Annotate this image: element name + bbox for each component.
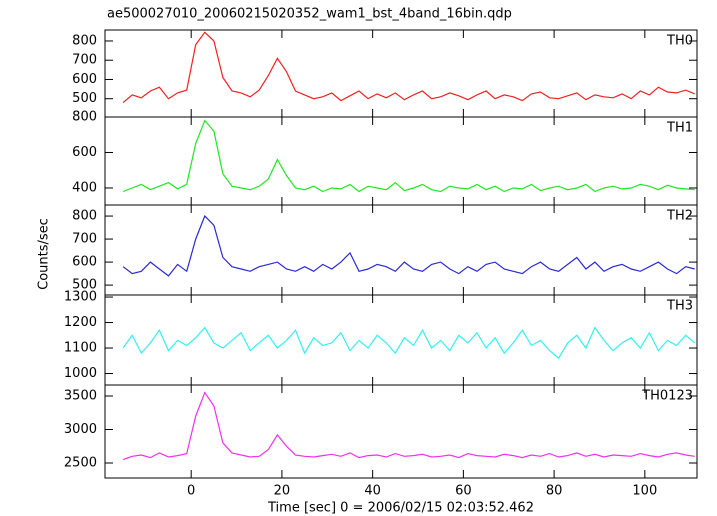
- y-tick-label: 1000: [64, 366, 97, 381]
- y-tick-label: 500: [72, 91, 97, 106]
- panel-label: TH1: [666, 121, 693, 136]
- x-tick-label: 20: [274, 484, 291, 499]
- x-tick-label: 80: [546, 484, 563, 499]
- panel-label: TH0: [666, 34, 693, 49]
- light-curve: [122, 391, 695, 461]
- y-tick-label: 3500: [64, 388, 97, 403]
- y-axis-label: Counts/sec: [37, 218, 52, 290]
- y-tick-label: 800: [72, 209, 97, 224]
- y-tick-label: 1100: [64, 341, 97, 356]
- light-curve: [122, 214, 695, 277]
- x-tick-label: 0: [187, 484, 195, 499]
- chart-title: ae500027010_20060215020352_wam1_bst_4ban…: [107, 7, 512, 22]
- y-tick-label: 800: [72, 33, 97, 48]
- y-tick-label: 800: [72, 110, 97, 125]
- light-curve: [122, 31, 695, 104]
- y-tick-label: 1300: [64, 290, 97, 305]
- light-curve: [122, 119, 695, 193]
- y-tick-label: 400: [72, 180, 97, 195]
- y-tick-label: 600: [72, 72, 97, 87]
- x-tick-label: 40: [364, 484, 381, 499]
- y-tick-label: 700: [72, 232, 97, 247]
- x-axis-label: Time [sec] 0 = 2006/02/15 02:03:52.462: [267, 501, 534, 516]
- y-tick-label: 700: [72, 53, 97, 68]
- panel-frame: [104, 384, 698, 479]
- y-tick-label: 2500: [64, 455, 97, 470]
- panel-label: TH0123: [641, 389, 693, 404]
- panel-frame: [104, 29, 698, 118]
- y-tick-label: 600: [72, 255, 97, 270]
- x-tick-label: 60: [455, 484, 472, 499]
- light-curve: [122, 326, 696, 360]
- panel-frame: [104, 116, 698, 206]
- y-tick-label: 600: [72, 145, 97, 160]
- y-tick-label: 3000: [64, 422, 97, 437]
- x-tick-label: 100: [632, 484, 657, 499]
- y-tick-label: 1200: [64, 315, 97, 330]
- panel-label: TH3: [666, 299, 693, 314]
- panel-frame: [104, 204, 698, 296]
- panel-label: TH2: [666, 209, 693, 224]
- y-tick-label: 500: [72, 278, 97, 293]
